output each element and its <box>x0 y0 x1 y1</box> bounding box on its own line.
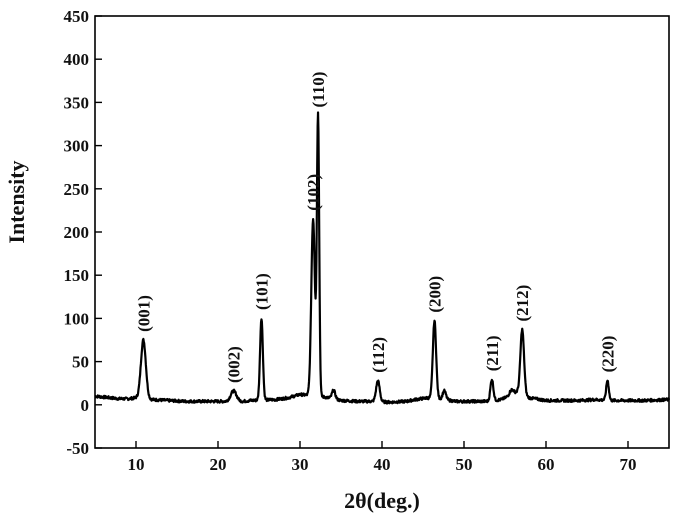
x-tick-label: 40 <box>374 455 391 474</box>
peak-label: (001) <box>134 295 153 332</box>
y-tick-label: 350 <box>64 93 90 112</box>
peak-label: (102) <box>304 174 323 211</box>
y-axis-label: Intensity <box>4 160 29 243</box>
plot-frame <box>95 16 669 448</box>
y-tick-label: 150 <box>64 266 90 285</box>
y-tick-label: 50 <box>72 353 89 372</box>
y-tick-label: 450 <box>64 7 90 26</box>
peak-labels: (001) (002) (101) (102) (110) (112) (200) (211)… <box>134 72 617 383</box>
x-tick-label: 30 <box>292 455 309 474</box>
y-tick-label: 100 <box>64 309 90 328</box>
x-axis-label: 2θ(deg.) <box>344 488 420 513</box>
peak-label: (002) <box>225 346 244 383</box>
x-tick-label: 50 <box>456 455 473 474</box>
x-tick-label: 70 <box>620 455 637 474</box>
x-tick-label: 10 <box>128 455 145 474</box>
peak-label: (200) <box>426 276 445 313</box>
x-tick-label: 60 <box>538 455 555 474</box>
peak-label: (112) <box>369 337 388 373</box>
peak-label: (110) <box>309 72 328 108</box>
peak-label: (101) <box>253 273 272 310</box>
y-tick-label: 200 <box>64 223 90 242</box>
y-tick-label: 250 <box>64 180 90 199</box>
peak-label: (220) <box>599 336 618 373</box>
peak-label: (212) <box>513 285 532 322</box>
y-tick-label: 300 <box>64 137 90 156</box>
y-tick-label: 400 <box>64 50 90 69</box>
y-axis: -50 0 50 100 150 200 250 300 350 400 450 <box>64 7 103 458</box>
x-axis: 10 20 30 40 50 60 70 <box>128 441 637 474</box>
y-tick-label: -50 <box>66 439 89 458</box>
peak-label: (211) <box>483 335 502 371</box>
y-tick-label: 0 <box>81 396 90 415</box>
x-tick-label: 20 <box>210 455 227 474</box>
